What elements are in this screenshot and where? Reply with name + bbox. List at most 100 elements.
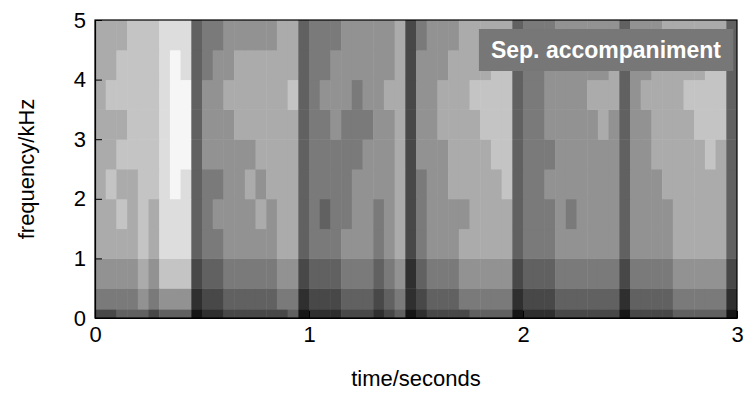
cell — [630, 139, 641, 169]
cell — [395, 50, 406, 80]
cell — [363, 199, 374, 229]
cell — [234, 139, 245, 169]
cell — [662, 199, 673, 229]
cell — [384, 309, 395, 318]
cell — [106, 139, 117, 169]
cell — [234, 169, 245, 199]
cell — [705, 288, 716, 309]
cell — [619, 309, 630, 318]
cell — [373, 139, 384, 169]
cell — [202, 50, 213, 80]
cell — [694, 109, 705, 139]
cell — [694, 139, 705, 169]
cell — [651, 229, 662, 259]
cell — [341, 288, 352, 309]
cell — [213, 80, 224, 110]
cell — [149, 139, 160, 169]
cell — [405, 139, 416, 169]
cell — [330, 288, 341, 309]
cell — [491, 199, 502, 229]
cell — [309, 199, 320, 229]
cell — [587, 229, 598, 259]
cell — [566, 199, 577, 229]
cell — [266, 50, 277, 80]
cell — [716, 109, 727, 139]
cell — [373, 309, 384, 318]
cell — [191, 288, 202, 309]
cell — [405, 169, 416, 199]
cell — [245, 50, 256, 80]
cell — [266, 139, 277, 169]
cell — [159, 80, 170, 110]
cell — [202, 109, 213, 139]
cell — [266, 169, 277, 199]
cell — [127, 258, 138, 288]
cell — [619, 139, 630, 169]
cell — [363, 288, 374, 309]
cell — [566, 80, 577, 110]
cell — [534, 229, 545, 259]
cell — [309, 50, 320, 80]
cell — [277, 229, 288, 259]
cell — [512, 169, 523, 199]
y-tick: 3 — [74, 127, 102, 152]
cell — [373, 199, 384, 229]
cell — [384, 229, 395, 259]
cell — [448, 309, 459, 318]
cell — [288, 309, 299, 318]
cell — [266, 109, 277, 139]
cell — [641, 229, 652, 259]
cell — [480, 169, 491, 199]
cell — [309, 109, 320, 139]
cell — [662, 169, 673, 199]
cell — [170, 229, 181, 259]
cell — [437, 139, 448, 169]
cell — [181, 258, 192, 288]
cell — [544, 169, 555, 199]
cell — [202, 288, 213, 309]
cell — [223, 139, 234, 169]
cell — [726, 199, 737, 229]
cell — [106, 50, 117, 80]
cell — [352, 80, 363, 110]
cell — [534, 288, 545, 309]
cell — [149, 288, 160, 309]
cell — [512, 139, 523, 169]
x-axis: 0123 — [89, 311, 743, 347]
cell — [213, 50, 224, 80]
cell — [448, 288, 459, 309]
cell — [587, 109, 598, 139]
cell — [705, 258, 716, 288]
cell — [491, 139, 502, 169]
cell — [330, 199, 341, 229]
cell — [298, 20, 309, 50]
cell — [234, 109, 245, 139]
plot-background — [95, 20, 737, 318]
cell — [95, 80, 106, 110]
cell — [694, 229, 705, 259]
cell — [566, 309, 577, 318]
cell — [191, 20, 202, 50]
cell — [363, 169, 374, 199]
cell — [223, 258, 234, 288]
cell — [363, 20, 374, 50]
cell — [470, 169, 481, 199]
cell — [491, 229, 502, 259]
x-tick-mark — [309, 311, 310, 318]
cell — [213, 199, 224, 229]
cell — [116, 199, 127, 229]
cell — [245, 199, 256, 229]
cell — [480, 80, 491, 110]
cell — [662, 258, 673, 288]
cell — [352, 50, 363, 80]
cell — [448, 139, 459, 169]
cell — [684, 80, 695, 110]
cell — [181, 309, 192, 318]
cell — [395, 258, 406, 288]
cell — [363, 229, 374, 259]
cell — [256, 80, 267, 110]
cell — [256, 199, 267, 229]
cell — [159, 199, 170, 229]
cell — [320, 169, 331, 199]
cell — [341, 20, 352, 50]
